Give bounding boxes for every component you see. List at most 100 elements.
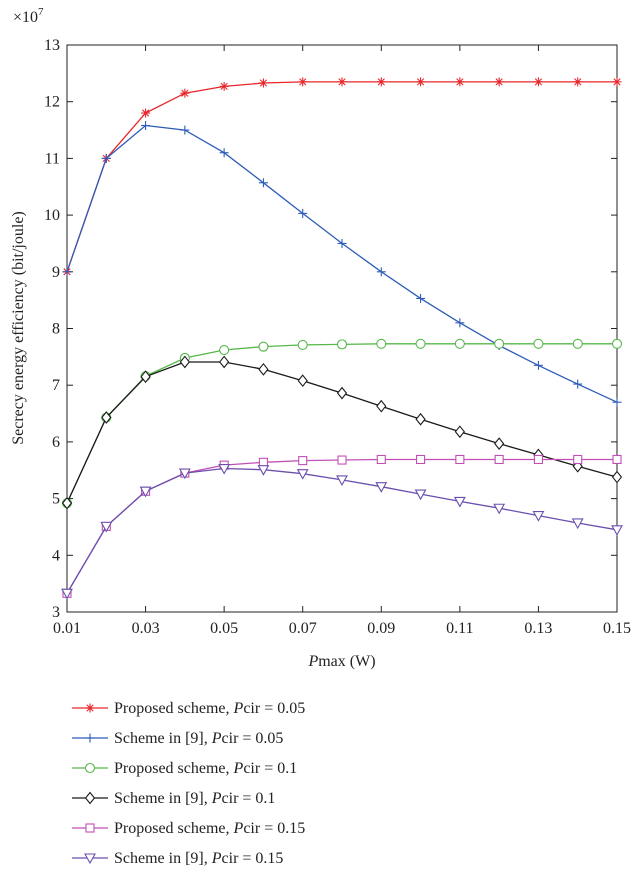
- series-2-point: [298, 208, 308, 218]
- x-tick-label: 0.01: [53, 620, 81, 637]
- series-4-point: [297, 374, 308, 388]
- series-1-point: [219, 81, 229, 91]
- y-multiplier: ×107: [13, 6, 44, 26]
- legend-item: Proposed scheme, Pcir = 0.05: [72, 700, 305, 717]
- legend-item: Scheme in [9], Pcir = 0.05: [72, 730, 283, 747]
- series-3-point: [258, 341, 269, 352]
- series-6-point: [571, 518, 584, 530]
- series-1-point: [455, 77, 465, 87]
- legend-item: Proposed scheme, Pcir = 0.1: [72, 760, 297, 777]
- legend-item: Scheme in [9], Pcir = 0.1: [72, 790, 275, 807]
- series-4-point: [258, 362, 269, 376]
- series-3-point: [336, 339, 348, 350]
- series-4-point: [179, 355, 190, 369]
- series-1-point: [533, 77, 543, 87]
- legend-item: Proposed scheme, Pcir = 0.15: [72, 820, 305, 837]
- series-3-point: [533, 338, 544, 349]
- series-4-point: [140, 370, 151, 384]
- series-4-point: [611, 470, 623, 484]
- series-2-point: [416, 293, 426, 303]
- legend-marker: [85, 733, 95, 743]
- legend-label: Scheme in [9], Pcir = 0.15: [114, 850, 283, 867]
- series-line-2: [66, 124, 618, 403]
- x-tick-label: 0.07: [289, 620, 317, 637]
- series-2-point: [533, 360, 543, 370]
- x-tick-label: 0.09: [367, 620, 395, 637]
- legend-marker: [84, 853, 96, 865]
- series-1-point: [258, 78, 268, 88]
- series-3-point: [415, 338, 426, 349]
- y-tick-label: 7: [52, 377, 60, 394]
- y-tick-label: 10: [44, 207, 60, 224]
- axes-box: [66, 44, 618, 613]
- series-5-point: [258, 457, 268, 467]
- series-1-point: [416, 77, 426, 87]
- legend-marker: [85, 703, 95, 713]
- series-4-point: [376, 399, 387, 413]
- y-tick-label: 4: [52, 547, 60, 564]
- legend-label: Scheme in [9], Pcir = 0.1: [114, 790, 275, 807]
- series-2-point: [337, 238, 347, 248]
- legend-label: Proposed scheme, Pcir = 0.15: [114, 820, 305, 837]
- x-tick-label: 0.13: [524, 620, 552, 637]
- series-4-point: [61, 496, 73, 510]
- series-2-point: [180, 125, 190, 135]
- series-2-point: [219, 148, 229, 158]
- series-5-point: [337, 455, 347, 465]
- series-6-point: [296, 469, 309, 480]
- series-2-point: [101, 153, 111, 163]
- x-axis-label: Pmax (W): [307, 653, 375, 670]
- legend-marker: [84, 762, 96, 774]
- series-1-point: [612, 77, 622, 87]
- legend-label: Proposed scheme, Pcir = 0.05: [114, 700, 305, 717]
- legend-marker: [85, 823, 95, 833]
- series-6-point: [218, 463, 231, 475]
- series-6-point: [532, 511, 545, 522]
- series-1-point: [337, 77, 347, 87]
- x-tick-label: 0.15: [603, 620, 631, 637]
- series-6-point: [493, 503, 506, 515]
- series-6-point: [375, 482, 388, 493]
- x-tick-label: 0.03: [132, 620, 160, 637]
- series-1-point: [180, 88, 190, 98]
- y-tick-label: 5: [52, 491, 60, 508]
- series-4-point: [101, 411, 112, 424]
- y-tick-label: 13: [44, 37, 60, 54]
- series-6-point: [100, 521, 113, 533]
- series-6-point: [453, 496, 466, 508]
- series-5-point: [298, 456, 308, 466]
- series-1-point: [141, 108, 151, 118]
- series-4-point: [494, 437, 505, 450]
- y-tick-label: 3: [52, 604, 60, 621]
- x-tick-label: 0.11: [446, 620, 473, 637]
- series-2-point: [612, 397, 622, 407]
- y-axis-label: Secrecy energy efficiency (bit/joule): [10, 211, 27, 445]
- series-5-point: [533, 454, 543, 465]
- y-tick-label: 8: [52, 321, 60, 338]
- series-2-point: [62, 267, 72, 277]
- series-1-point: [494, 77, 504, 87]
- legend-marker: [84, 791, 96, 805]
- y-tick-label: 11: [45, 150, 60, 167]
- series-4-point: [415, 412, 426, 426]
- legend-item: Scheme in [9], Pcir = 0.15: [72, 850, 283, 867]
- series-2-point: [455, 318, 465, 328]
- series-3-point: [611, 338, 623, 349]
- plot-area: 0.01 0.03 0.05 0.07 0.09 0.11 0.13 0.15 3 4 5 6 7 8 9 1…: [44, 37, 631, 637]
- y-tick-label: 9: [52, 264, 60, 281]
- series-2-point: [376, 267, 386, 277]
- series-2-point: [573, 379, 583, 389]
- series-3-point: [219, 344, 230, 356]
- series-6-point: [257, 465, 270, 476]
- series-5-point: [416, 454, 426, 465]
- series-4-point: [454, 425, 465, 439]
- series-1-point: [573, 77, 583, 87]
- series-3-point: [376, 338, 387, 349]
- series-6-point: [139, 486, 152, 498]
- x-tick-label: 0.05: [210, 620, 238, 637]
- series-5-point: [612, 454, 622, 465]
- series-4-point: [219, 355, 230, 369]
- legend-label: Scheme in [9], Pcir = 0.05: [114, 730, 283, 747]
- series-3-point: [572, 338, 583, 349]
- series-4-point: [336, 386, 348, 400]
